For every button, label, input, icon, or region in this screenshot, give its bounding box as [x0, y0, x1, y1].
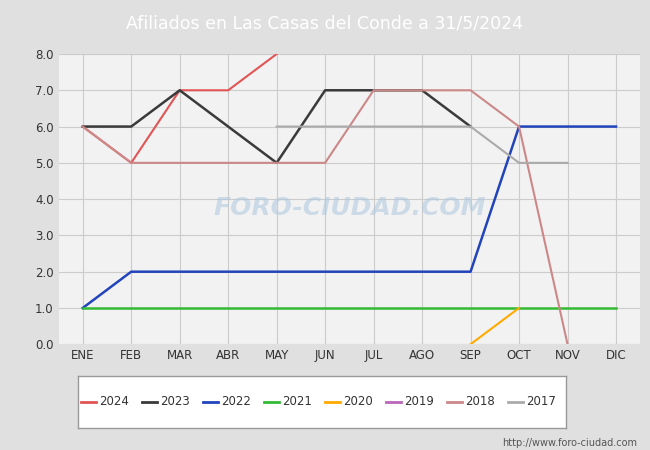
Text: 2018: 2018 [465, 395, 495, 408]
Text: 2020: 2020 [343, 395, 373, 408]
Text: Afiliados en Las Casas del Conde a 31/5/2024: Afiliados en Las Casas del Conde a 31/5/… [127, 14, 523, 33]
Text: http://www.foro-ciudad.com: http://www.foro-ciudad.com [502, 438, 637, 448]
Text: 2022: 2022 [221, 395, 251, 408]
Text: 2021: 2021 [282, 395, 312, 408]
Text: 2024: 2024 [99, 395, 129, 408]
Text: 2017: 2017 [526, 395, 556, 408]
Text: 2023: 2023 [161, 395, 190, 408]
Text: 2019: 2019 [404, 395, 434, 408]
Text: FORO-CIUDAD.COM: FORO-CIUDAD.COM [213, 196, 486, 220]
